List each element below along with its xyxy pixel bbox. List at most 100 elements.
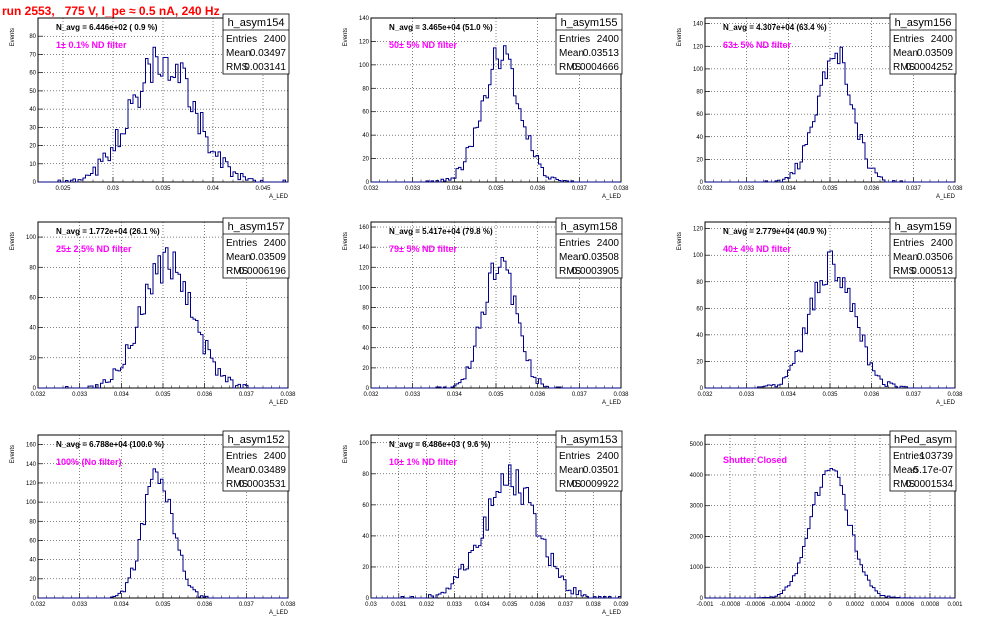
x-tick-label: 0.033	[405, 392, 421, 398]
y-tick-label: 140	[359, 16, 370, 22]
histogram-line	[38, 247, 288, 389]
y-tick-label: 60	[29, 538, 36, 544]
x-tick-label: 0.036	[197, 602, 213, 608]
x-tick-label: 0.037	[572, 186, 588, 192]
y-axis-ticks: 0 20 40 60 80 100	[26, 235, 288, 392]
y-tick-label: 100	[359, 63, 370, 69]
y-tick-label: 80	[29, 34, 36, 40]
y-tick-label: 40	[29, 326, 36, 332]
stats-mean-value: 0.03497	[250, 48, 287, 59]
stats-rms-label: RMS	[559, 479, 582, 490]
x-tick-label: 0.035	[155, 186, 171, 192]
x-axis-title: A_LED	[602, 610, 622, 616]
x-tick-label: 0.032	[363, 186, 379, 192]
stats-entries-value: 103739	[920, 451, 954, 462]
y-tick-label: 0	[366, 596, 370, 602]
x-axis-ticks: 0.032 0.033 0.034 0.035 0.036 0.037 0.038	[697, 222, 963, 398]
histogram-bars	[38, 46, 288, 183]
y-axis-title: Events	[343, 28, 349, 46]
histogram-panel-h_asym155: 0.032 0.033 0.034 0.035 0.036 0.037 0.038 0 20 40…	[343, 13, 629, 200]
stats-rms-value: 0.0003531	[239, 479, 287, 490]
stats-box-title: h_asym157	[228, 221, 285, 233]
x-tick-label: 0.035	[488, 392, 504, 398]
x-tick-label: 0.045	[255, 186, 271, 192]
y-axis-title: Events	[10, 445, 16, 463]
histogram-line	[371, 464, 621, 599]
navg-label: N_avg = 4.307e+04 (63.4 %)	[723, 23, 827, 32]
x-axis-title: A_LED	[269, 400, 289, 406]
histogram-bars	[705, 46, 955, 183]
y-tick-label: 40	[29, 558, 36, 564]
navg-label: N_avg = 1.772e+04 (26.1 %)	[56, 227, 160, 236]
y-tick-label: 140	[359, 245, 370, 251]
stats-entries-label: Entries	[559, 238, 590, 249]
x-tick-label: 0.038	[613, 392, 629, 398]
stats-rms-label: RMS	[226, 266, 249, 277]
stats-rms-label: RMS	[893, 62, 916, 73]
y-tick-label: 100	[359, 285, 370, 291]
histogram-bars	[705, 250, 955, 389]
stats-rms-value: 0.0006196	[239, 266, 287, 277]
x-tick-label: 0.034	[475, 602, 491, 608]
y-axis-title: Events	[677, 28, 683, 46]
x-tick-label: 0.033	[72, 602, 88, 608]
x-tick-label: 0.036	[530, 186, 546, 192]
x-tick-label: 0.035	[155, 602, 171, 608]
x-tick-label: 0.001	[947, 602, 963, 608]
stats-mean-value: 0.03489	[250, 465, 287, 476]
y-tick-label: 100	[693, 67, 704, 73]
x-tick-label: 0.038	[613, 186, 629, 192]
x-tick-label: 0.036	[530, 392, 546, 398]
stats-entries-value: 2400	[931, 34, 954, 45]
x-tick-label: 0.033	[405, 186, 421, 192]
y-tick-label: 120	[359, 39, 370, 45]
x-tick-label: 0.03	[365, 602, 377, 608]
stats-entries-label: Entries	[893, 238, 924, 249]
y-tick-label: 50	[29, 89, 36, 95]
x-tick-label: 0.037	[572, 392, 588, 398]
stats-rms-label: RMS	[226, 479, 249, 490]
stats-entries-value: 2400	[264, 238, 287, 249]
y-tick-label: 80	[362, 86, 369, 92]
x-axis-title: A_LED	[936, 194, 956, 200]
x-tick-label: 0.035	[488, 186, 504, 192]
x-tick-label: 0.037	[906, 392, 922, 398]
x-tick-label: 0.038	[586, 602, 602, 608]
y-tick-label: 80	[696, 280, 703, 286]
x-axis-ticks: 0.032 0.033 0.034 0.035 0.036 0.037 0.038	[30, 222, 296, 398]
x-tick-label: 0.032	[697, 186, 713, 192]
y-tick-label: 60	[29, 71, 36, 77]
histogram-bars	[38, 468, 288, 599]
x-tick-label: -0.0006	[745, 602, 766, 608]
y-tick-label: 120	[693, 227, 704, 233]
y-tick-label: 80	[29, 265, 36, 271]
stats-box-title: hPed_asym	[894, 434, 952, 446]
y-tick-label: 0	[33, 180, 37, 186]
x-tick-label: 0.037	[906, 186, 922, 192]
stats-rms-value: 0.0009922	[572, 479, 620, 490]
y-axis-ticks: 0 20 40 60 80 100 120 140	[693, 22, 955, 186]
stats-mean-label: Mean	[226, 48, 251, 59]
histogram-line	[705, 46, 955, 183]
y-tick-label: 20	[29, 577, 36, 583]
y-tick-label: 1000	[690, 565, 704, 571]
y-tick-label: 100	[26, 500, 37, 506]
x-axis-title: A_LED	[602, 194, 622, 200]
stats-entries-label: Entries	[893, 34, 924, 45]
stats-mean-value: 0.03508	[583, 252, 620, 263]
stats-rms-label: RMS	[559, 62, 582, 73]
stats-mean-label: Mean	[559, 252, 584, 263]
x-tick-label: 0.038	[280, 602, 296, 608]
stats-entries-label: Entries	[559, 451, 590, 462]
y-tick-label: 40	[362, 346, 369, 352]
stats-box-title: h_asym156	[895, 17, 952, 29]
y-tick-label: 120	[26, 481, 37, 487]
stats-mean-value: 0.03513	[583, 48, 620, 59]
x-tick-label: -0.001	[696, 602, 714, 608]
x-tick-label: 0.04	[207, 186, 219, 192]
y-tick-label: 80	[362, 472, 369, 478]
stats-rms-value: 0.0001534	[906, 479, 954, 490]
stats-mean-label: Mean	[893, 465, 918, 476]
x-tick-label: 0.032	[419, 602, 435, 608]
